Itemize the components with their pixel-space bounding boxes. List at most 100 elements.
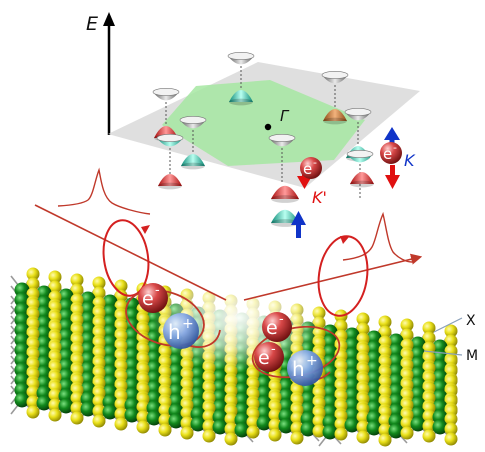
chalcogen-atom — [268, 428, 282, 442]
chalcogen-atom — [224, 432, 238, 446]
electron-charge-label: - — [271, 342, 276, 357]
metal-atom — [410, 416, 426, 432]
valley-cones — [152, 52, 374, 227]
metal-atom — [124, 407, 140, 423]
band-cone — [179, 116, 207, 129]
chalcogen-atom — [136, 400, 150, 414]
chalcogen-atom — [356, 410, 370, 424]
chalcogen-atom — [180, 416, 194, 430]
chalcogen-atom — [202, 429, 216, 443]
chalcogen-atom — [444, 334, 458, 348]
metal-label: M — [466, 348, 478, 364]
chalcogen-atom — [290, 411, 304, 425]
chalcogen-atom — [202, 409, 216, 423]
electron-label: e — [258, 347, 270, 369]
chalcogen-atom — [422, 419, 436, 433]
chalcogen-atom — [356, 322, 370, 336]
chalcogen-atom — [158, 403, 172, 417]
chalcogen-atom — [136, 420, 150, 434]
chalcogen-atom — [114, 289, 128, 303]
chalcogen-atom — [356, 430, 370, 444]
chalcogen-atom — [378, 423, 392, 437]
hole-label: h — [168, 320, 181, 344]
brillouin-zone: Γ — [108, 62, 420, 188]
chalcogen-atom — [48, 398, 62, 412]
chalcogen-atom — [48, 408, 62, 422]
circular-polarization-left — [102, 219, 150, 297]
chalcogen-atom — [334, 417, 348, 431]
band-cone — [350, 172, 374, 188]
electron-particle: e - — [262, 312, 292, 342]
electron-label: e — [266, 317, 278, 339]
chalcogen-atom — [444, 432, 458, 446]
chalcogen-atom — [158, 413, 172, 427]
metal-atom — [322, 424, 338, 440]
chalcogen-atom — [378, 325, 392, 339]
chalcogen-atom — [92, 286, 106, 300]
chalcogen-atom — [136, 410, 150, 424]
laser-beams — [34, 204, 423, 301]
chalcogen-atom — [114, 397, 128, 411]
gamma-point-dot — [264, 123, 272, 131]
metal-atom — [102, 404, 118, 420]
valley-electron-k-prime: e - — [300, 156, 322, 179]
chalcogen-atom — [180, 406, 194, 420]
left-pulse — [57, 167, 151, 215]
chalcogen-atom — [48, 280, 62, 294]
chalcogen-atom — [422, 321, 436, 335]
chalcogen-atom — [26, 267, 40, 281]
chalcogen-atom — [246, 415, 260, 429]
band-cone — [321, 71, 349, 84]
chalcogen-atom — [92, 404, 106, 418]
electron-label: e — [383, 145, 392, 163]
band-cone — [268, 134, 296, 147]
chalcogen-atom — [26, 385, 40, 399]
energy-axis-label: E — [86, 13, 98, 35]
chalcogen-atom — [180, 426, 194, 440]
hole-particle: h + — [163, 313, 199, 349]
chalcogen-atom — [312, 424, 326, 438]
metal-atom — [168, 413, 184, 429]
metal-atom — [256, 415, 272, 431]
spin-up-arrow — [291, 211, 306, 238]
energy-axis: E — [86, 12, 115, 135]
emitted-beam — [243, 253, 423, 301]
hole-charge-label: + — [182, 316, 194, 332]
electron-label: e — [142, 288, 154, 310]
metal-atom — [14, 392, 30, 408]
chalcogen-atom — [444, 324, 458, 338]
metal-atom — [58, 398, 74, 414]
chalcogen-atom — [378, 433, 392, 447]
chalcogen-atom — [70, 401, 84, 415]
band-cone — [227, 52, 255, 65]
electron-charge-label: - — [155, 283, 160, 298]
chalcogen-atom — [26, 395, 40, 409]
band-cone — [156, 134, 184, 147]
electron-particle: e - — [254, 342, 284, 372]
band-cone — [229, 90, 253, 106]
chalcogen-atom — [70, 411, 84, 425]
chalcogen-atom — [26, 405, 40, 419]
hexagon-brillouin-zone — [162, 80, 365, 166]
chalcogen-atom — [422, 409, 436, 423]
metal-atom — [80, 401, 96, 417]
electron-charge-label: - — [313, 156, 317, 169]
chalcogen-atom — [202, 419, 216, 433]
chalcogen-atom — [26, 277, 40, 291]
hole-label: h — [292, 357, 305, 381]
chalcogen-atom — [114, 417, 128, 431]
chalcogen-atom — [334, 427, 348, 441]
chalcogen-atom — [400, 318, 414, 332]
chalcogen-atom — [400, 416, 414, 430]
band-cone — [158, 174, 182, 190]
chalcogen-atom — [92, 414, 106, 428]
valley-k-label: K — [404, 151, 416, 170]
chalcogen-atom — [70, 391, 84, 405]
spin-down-arrow — [385, 165, 400, 189]
chalcogen-atom — [268, 408, 282, 422]
valley-k-prime-label: K' — [312, 188, 327, 207]
metal-atom — [432, 419, 448, 435]
chalcogen-atom — [70, 283, 84, 297]
chalcogen-atom — [158, 423, 172, 437]
